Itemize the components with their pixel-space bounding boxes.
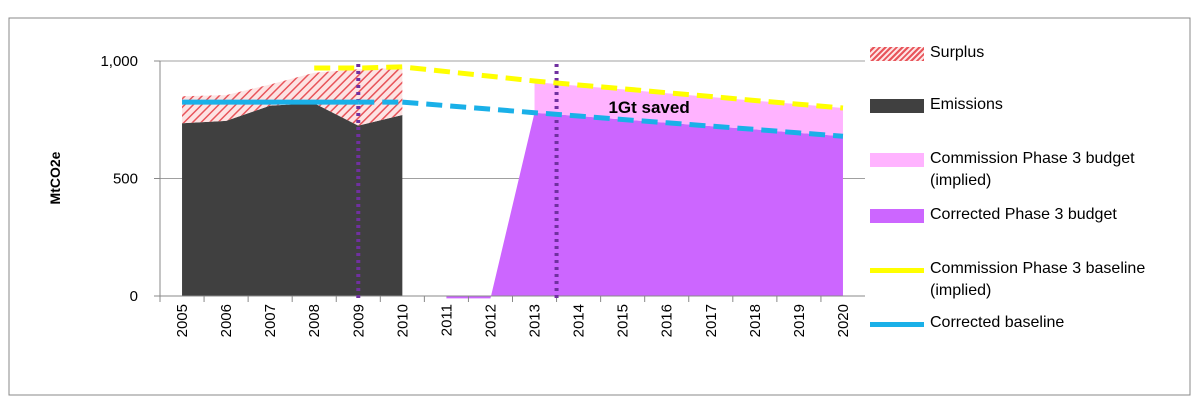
x-tick-label: 2014 xyxy=(571,304,588,337)
x-tick-label: 2009 xyxy=(350,304,367,337)
legend-item: Surplus xyxy=(870,44,1185,64)
x-tick-label: 2005 xyxy=(174,304,191,337)
legend-swatch xyxy=(870,209,924,223)
legend-label: Corrected Phase 3 budget xyxy=(930,206,1117,223)
y-tick-label: 1,000 xyxy=(100,53,138,70)
legend-label: Surplus xyxy=(930,44,985,61)
legend-swatch xyxy=(870,153,924,167)
x-tick-label: 2016 xyxy=(659,304,676,337)
x-tick-label: 2013 xyxy=(527,304,544,337)
x-tick-label: 2018 xyxy=(747,304,764,337)
legend-item: Emissions xyxy=(870,96,1185,116)
line xyxy=(402,99,844,139)
x-tick-label: 2011 xyxy=(438,304,455,336)
x-tick-label: 2020 xyxy=(835,304,852,337)
y-axis-label: MtCO2e xyxy=(47,151,63,204)
x-tick-label: 2006 xyxy=(218,304,235,337)
y-tick-label: 500 xyxy=(113,171,138,188)
area xyxy=(182,103,403,296)
x-tick-label: 2012 xyxy=(482,304,499,337)
area xyxy=(182,68,403,126)
legend-item: Commission Phase 3 budget (implied) xyxy=(870,150,1185,192)
x-tick-label: 2008 xyxy=(306,304,323,337)
legend-swatch xyxy=(870,322,924,327)
legend-item: Corrected baseline xyxy=(870,314,1185,334)
legend-label: Commission Phase 3 budget (implied) xyxy=(930,150,1135,189)
legend-item: Corrected Phase 3 budget xyxy=(870,206,1185,226)
area xyxy=(534,82,843,137)
x-tick-label: 2019 xyxy=(791,304,808,337)
legend-label: Commission Phase 3 baseline (implied) xyxy=(930,260,1146,299)
annotation: 1Gt saved xyxy=(608,98,689,117)
line xyxy=(314,64,844,111)
x-tick-label: 2017 xyxy=(703,304,720,337)
x-tick-label: 2010 xyxy=(394,304,411,337)
legend-swatch xyxy=(870,99,924,113)
legend-swatch xyxy=(870,47,924,61)
legend-swatch xyxy=(870,268,924,273)
legend-label: Corrected baseline xyxy=(930,314,1065,331)
frame xyxy=(8,17,1191,396)
legend-item: Commission Phase 3 baseline (implied) xyxy=(870,260,1185,302)
area xyxy=(446,112,843,299)
legend-label: Emissions xyxy=(930,96,1003,113)
y-tick-label: 0 xyxy=(130,288,138,305)
x-tick-label: 2007 xyxy=(262,304,279,337)
x-tick-label: 2015 xyxy=(615,304,632,337)
